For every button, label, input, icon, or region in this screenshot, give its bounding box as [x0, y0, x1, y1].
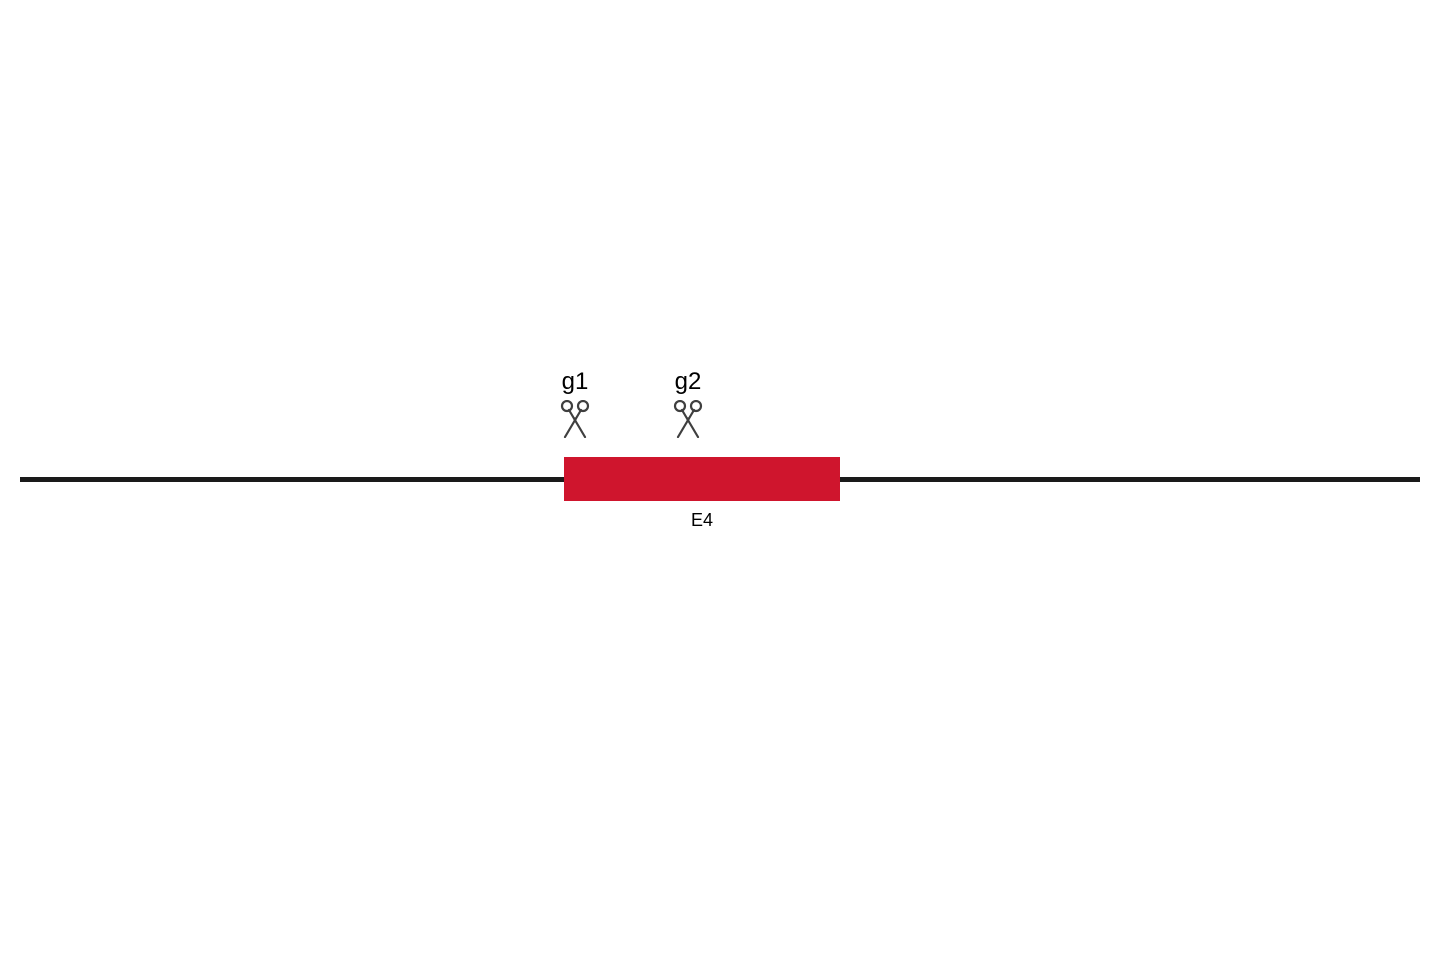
gene-line-left	[20, 477, 564, 482]
exon-box	[564, 457, 840, 501]
cut-label-g2: g2	[658, 368, 718, 396]
cut-label-g1: g1	[545, 368, 605, 396]
cut-site-g2: g2	[658, 368, 718, 443]
gene-diagram: E4 g1 g2	[0, 0, 1440, 960]
gene-line-right	[840, 477, 1420, 482]
cut-site-g1: g1	[545, 368, 605, 443]
exon-label: E4	[564, 510, 840, 531]
scissors-icon	[558, 400, 592, 443]
scissors-icon	[671, 400, 705, 443]
